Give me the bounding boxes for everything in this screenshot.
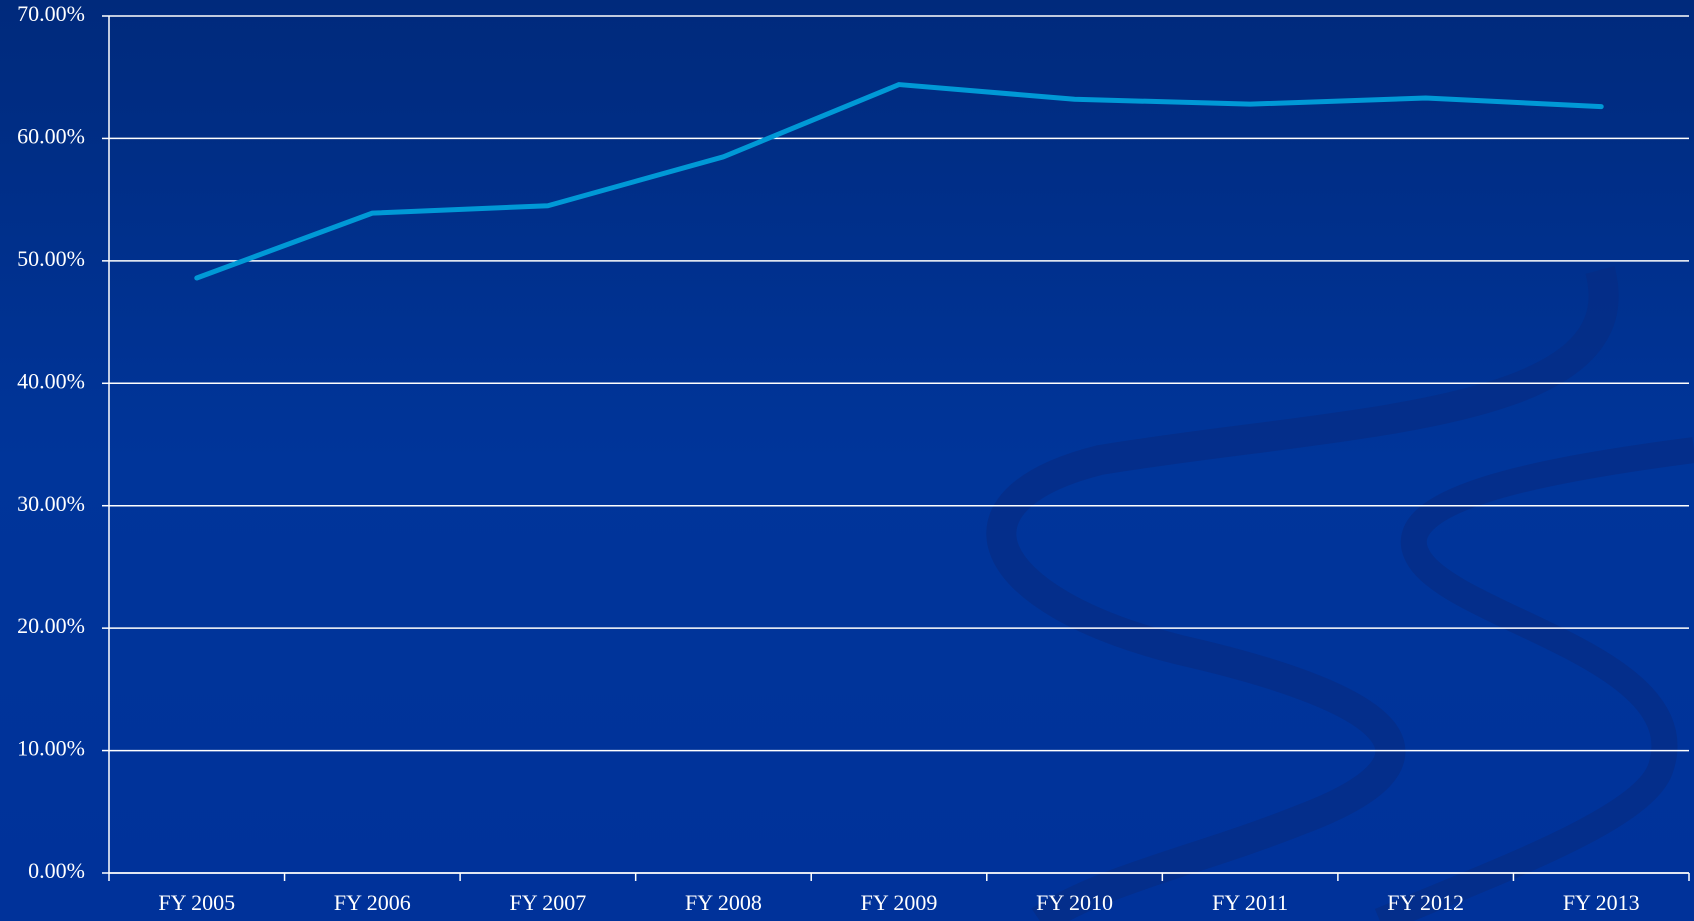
x-tick-label: FY 2009	[861, 890, 938, 915]
x-tick-label: FY 2007	[509, 890, 586, 915]
x-tick-label: FY 2011	[1212, 890, 1288, 915]
x-tick-label: FY 2005	[158, 890, 235, 915]
y-tick-label: 30.00%	[17, 491, 85, 516]
x-tick-label: FY 2013	[1563, 890, 1640, 915]
y-tick-label: 0.00%	[28, 858, 85, 883]
y-tick-label: 50.00%	[17, 246, 85, 271]
y-tick-label: 20.00%	[17, 613, 85, 638]
x-tick-label: FY 2006	[334, 890, 411, 915]
y-tick-label: 40.00%	[17, 368, 85, 393]
x-tick-label: FY 2008	[685, 890, 762, 915]
chart: 0.00% 10.00% 20.00% 30.00% 40.00% 50.00% 60.00…	[0, 0, 1694, 921]
x-tick-label: FY 2012	[1387, 890, 1464, 915]
y-tick-label: 10.00%	[17, 736, 85, 761]
x-tick-label: FY 2010	[1036, 890, 1113, 915]
page: {"chart_data": {"type": "line", "categor…	[0, 0, 1694, 921]
y-tick-label: 60.00%	[17, 123, 85, 148]
y-tick-label: 70.00%	[17, 1, 85, 26]
